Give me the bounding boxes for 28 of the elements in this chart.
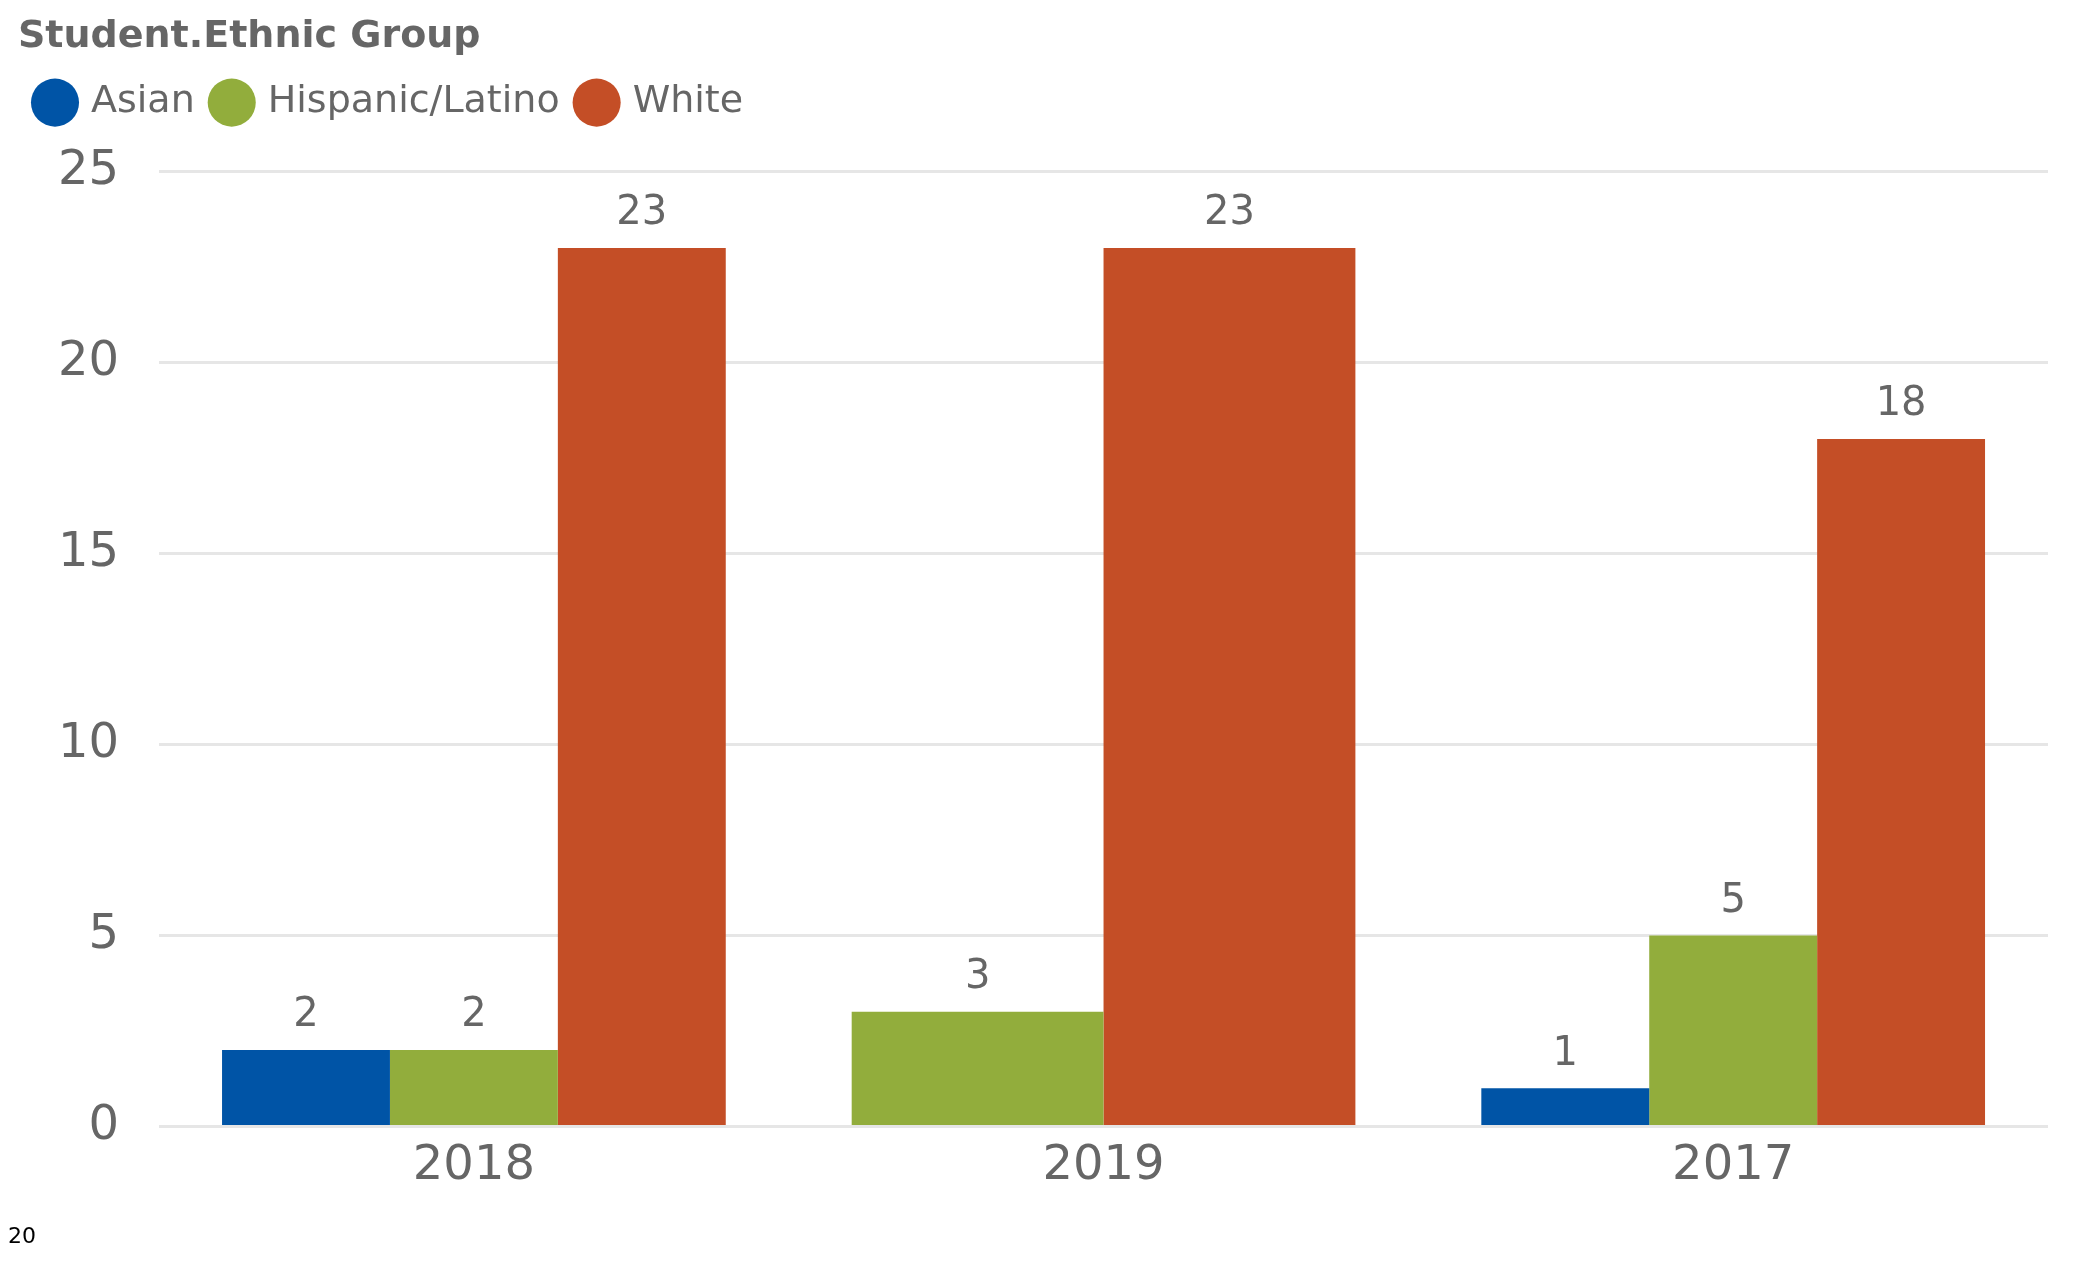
y-tick-label: 10 <box>58 711 120 768</box>
legend-label: White <box>632 77 744 122</box>
data-label: 23 <box>616 187 668 234</box>
legend-title: Student.Ethnic Group <box>18 11 481 56</box>
data-label: 3 <box>964 951 991 998</box>
data-label: 2 <box>461 989 487 1036</box>
bar <box>1481 1088 1650 1125</box>
data-label: 2 <box>293 989 319 1036</box>
bar <box>1817 438 1986 1125</box>
legend-label: Asian <box>91 77 195 122</box>
x-tick-label: 2018 <box>412 1133 535 1190</box>
text: 20 <box>8 1223 36 1248</box>
y-tick-label: 5 <box>88 902 120 959</box>
y-tick-label: 15 <box>58 520 120 577</box>
data-label: 1 <box>1552 1027 1578 1074</box>
y-tick-label: 20 <box>58 330 120 387</box>
bar <box>557 247 726 1125</box>
data-label: 5 <box>1720 874 1746 921</box>
bar <box>222 1050 390 1125</box>
bar <box>389 1050 558 1125</box>
x-tick-label: 2017 <box>1672 1133 1795 1190</box>
bar <box>1649 935 1818 1125</box>
legend-label: Hispanic/Latino <box>267 77 560 122</box>
data-label: 18 <box>1875 378 1927 425</box>
y-tick-label: 0 <box>88 1093 120 1150</box>
data-label: 23 <box>1204 187 1255 234</box>
y-tick-label: 25 <box>58 139 120 196</box>
x-tick-label: 2019 <box>1042 1133 1165 1190</box>
